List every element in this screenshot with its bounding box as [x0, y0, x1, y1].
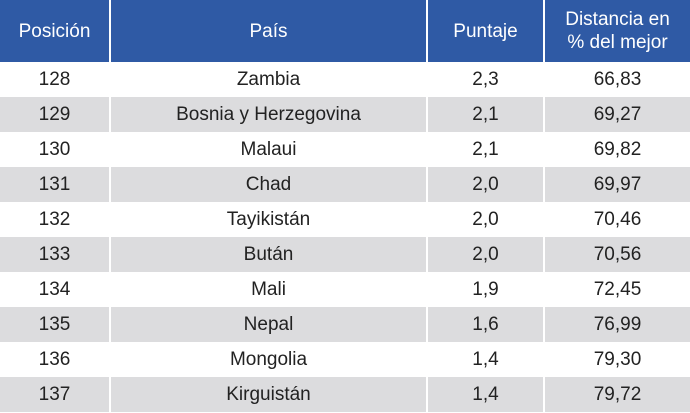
header-posicion: Posición [18, 20, 91, 42]
cell-posicion: 132 [38, 208, 71, 230]
column-divider [109, 132, 111, 167]
column-divider [109, 237, 111, 272]
column-divider [109, 342, 111, 377]
column-divider [543, 132, 545, 167]
column-divider [543, 307, 545, 342]
header-distancia-line1: Distancia en [565, 9, 670, 30]
column-divider [109, 167, 111, 202]
column-divider [426, 62, 428, 97]
cell-pais: Zambia [236, 68, 301, 90]
table-row: 130 Malaui 2,1 69,82 [0, 132, 690, 167]
cell-posicion: 136 [38, 348, 71, 370]
header-distancia-line2: % del mejor [567, 32, 668, 53]
cell-pais: Nepal [243, 313, 294, 335]
table-row: 128 Zambia 2,3 66,83 [0, 62, 690, 97]
cell-puntaje: 2,1 [472, 138, 499, 160]
table-row: 136 Mongolia 1,4 79,30 [0, 342, 690, 377]
cell-pais: Bután [243, 243, 294, 265]
cell-posicion: 129 [38, 103, 71, 125]
column-divider [543, 342, 545, 377]
cell-distancia: 70,56 [593, 243, 642, 265]
table-row: 135 Nepal 1,6 76,99 [0, 307, 690, 342]
cell-distancia: 70,46 [593, 208, 642, 230]
column-divider [426, 202, 428, 237]
column-divider [543, 377, 545, 412]
header-divider [426, 0, 428, 62]
column-divider [109, 97, 111, 132]
cell-distancia: 72,45 [593, 278, 642, 300]
cell-pais: Chad [245, 173, 292, 195]
cell-posicion: 137 [38, 383, 71, 405]
header-divider [109, 0, 111, 62]
cell-distancia: 69,27 [593, 103, 642, 125]
header-distancia: Distancia en % del mejor [545, 0, 690, 62]
cell-posicion: 128 [38, 68, 71, 90]
cell-posicion: 134 [38, 278, 71, 300]
column-divider [109, 272, 111, 307]
column-divider [426, 377, 428, 412]
cell-puntaje: 2,0 [472, 208, 499, 230]
header-pais: País [249, 20, 288, 42]
cell-puntaje: 2,3 [472, 68, 499, 90]
cell-distancia: 79,30 [593, 348, 642, 370]
cell-puntaje: 1,4 [472, 383, 499, 405]
cell-distancia: 79,72 [593, 383, 642, 405]
cell-puntaje: 1,4 [472, 348, 499, 370]
cell-puntaje: 1,6 [472, 313, 499, 335]
column-divider [109, 377, 111, 412]
cell-pais: Mali [251, 278, 286, 300]
cell-posicion: 135 [38, 313, 71, 335]
cell-puntaje: 2,0 [472, 173, 499, 195]
table-row: 132 Tayikistán 2,0 70,46 [0, 202, 690, 237]
cell-pais: Tayikistán [226, 208, 311, 230]
column-divider [426, 97, 428, 132]
cell-puntaje: 2,1 [472, 103, 499, 125]
cell-distancia: 76,99 [593, 313, 642, 335]
column-divider [543, 237, 545, 272]
table-row: 131 Chad 2,0 69,97 [0, 167, 690, 202]
column-divider [543, 97, 545, 132]
column-divider [426, 167, 428, 202]
table-row: 129 Bosnia y Herzegovina 2,1 69,27 [0, 97, 690, 132]
column-divider [426, 272, 428, 307]
column-divider [543, 62, 545, 97]
cell-pais: Kirguistán [226, 383, 311, 405]
cell-pais: Mongolia [229, 348, 308, 370]
column-divider [543, 202, 545, 237]
column-divider [109, 62, 111, 97]
column-divider [426, 237, 428, 272]
cell-posicion: 131 [38, 173, 71, 195]
header-puntaje: Puntaje [453, 20, 518, 42]
cell-distancia: 66,83 [593, 68, 642, 90]
column-divider [426, 307, 428, 342]
table-row: 134 Mali 1,9 72,45 [0, 272, 690, 307]
cell-distancia: 69,97 [593, 173, 642, 195]
table-row: 133 Bután 2,0 70,56 [0, 237, 690, 272]
cell-pais: Malaui [240, 138, 297, 160]
cell-posicion: 130 [38, 138, 71, 160]
table-header: Posición País Puntaje Distancia en % del… [0, 0, 690, 62]
column-divider [109, 202, 111, 237]
column-divider [426, 342, 428, 377]
column-divider [543, 272, 545, 307]
cell-posicion: 133 [38, 243, 71, 265]
column-divider [109, 307, 111, 342]
table-row: 137 Kirguistán 1,4 79,72 [0, 377, 690, 412]
column-divider [543, 167, 545, 202]
cell-puntaje: 1,9 [472, 278, 499, 300]
column-divider [426, 132, 428, 167]
cell-pais: Bosnia y Herzegovina [176, 103, 361, 125]
cell-puntaje: 2,0 [472, 243, 499, 265]
header-divider [543, 0, 545, 62]
cell-distancia: 69,82 [593, 138, 642, 160]
